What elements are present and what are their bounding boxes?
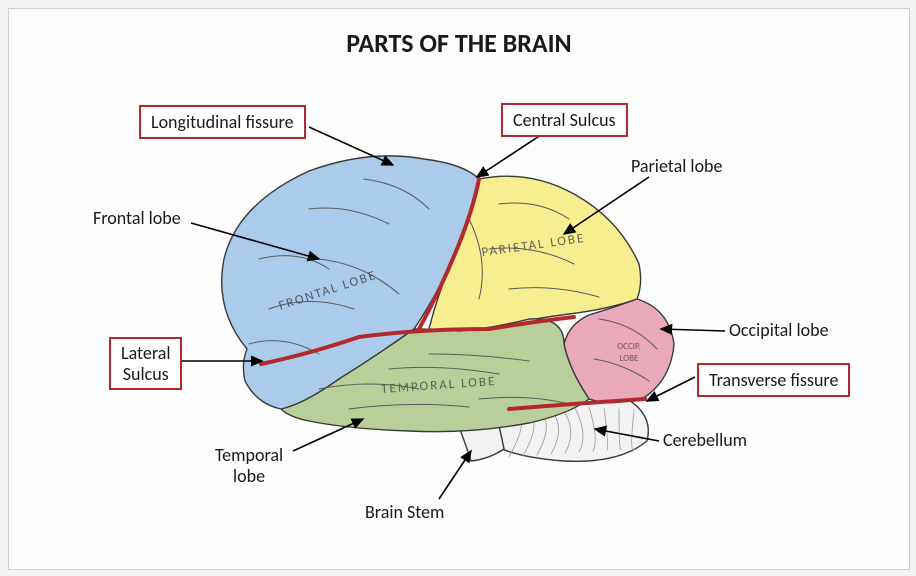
svg-text:OCCIP.: OCCIP. [617,341,641,352]
label-brain-stem: Brain Stem [365,501,444,523]
label-central-sulcus: Central Sulcus [501,103,628,137]
label-longitudinal-fissure: Longitudinal fissure [139,105,306,139]
label-lateral-sulcus: LateralSulcus [109,337,182,390]
label-occipital-lobe: Occipital lobe [729,319,829,341]
diagram-card: PARTS OF THE BRAIN FRONTAL LOBEPARIETAL … [8,8,910,570]
label-parietal-lobe: Parietal lobe [631,155,722,177]
svg-text:LOBE: LOBE [620,353,639,364]
label-transverse-fissure: Transverse fissure [697,363,850,397]
label-cerebellum: Cerebellum [663,429,747,451]
label-temporal-lobe: Temporallobe [215,445,283,486]
arrow-central-sulcus [477,131,547,177]
label-frontal-lobe: Frontal lobe [93,207,181,229]
diagram-stage: FRONTAL LOBEPARIETAL LOBETEMPORAL LOBEOC… [9,9,909,569]
arrow-brain-stem [439,451,471,499]
brain-svg: FRONTAL LOBEPARIETAL LOBETEMPORAL LOBEOC… [9,9,909,569]
